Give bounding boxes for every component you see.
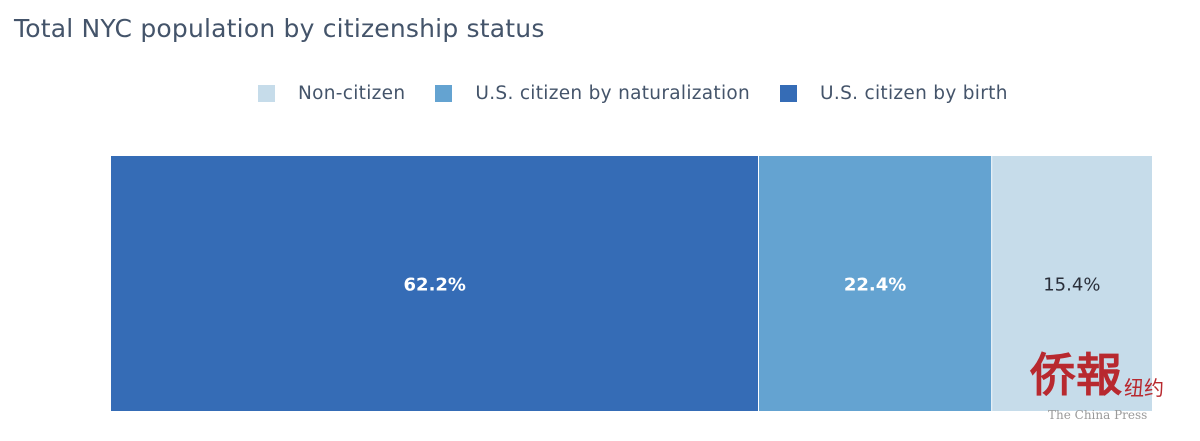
- data-label-non-citizen: 15.4%: [1043, 275, 1100, 296]
- bar-segment-non-citizen[interactable]: [991, 156, 1152, 411]
- chart-legend: Non-citizen U.S. citizen by naturalizati…: [258, 80, 1038, 106]
- watermark-chinese-subtitle: 纽约: [1124, 376, 1164, 400]
- legend-swatch-non-citizen: [258, 84, 275, 102]
- legend-item-non-citizen[interactable]: Non-citizen: [258, 83, 405, 104]
- chart-title: Total NYC population by citizenship stat…: [14, 14, 545, 43]
- legend-item-naturalization[interactable]: U.S. citizen by naturalization: [435, 83, 750, 104]
- legend-label-non-citizen: Non-citizen: [298, 82, 406, 104]
- legend-swatch-naturalization: [435, 84, 453, 102]
- legend-label-by-birth: U.S. citizen by birth: [820, 82, 1008, 104]
- data-label-u-s-citizen-by-naturalization: 22.4%: [844, 275, 906, 296]
- legend-item-by-birth[interactable]: U.S. citizen by birth: [780, 83, 1008, 104]
- bar-segment-u-s-citizen-by-birth[interactable]: [111, 156, 759, 411]
- watermark-chinese-title: 侨報: [1030, 348, 1122, 402]
- china-press-logo: 侨報 纽约 The China Press: [1030, 352, 1180, 432]
- watermark-english: The China Press: [1048, 408, 1148, 422]
- legend-label-naturalization: U.S. citizen by naturalization: [475, 82, 751, 104]
- data-label-u-s-citizen-by-birth: 62.2%: [404, 275, 466, 296]
- bar-segment-u-s-citizen-by-naturalization[interactable]: [758, 156, 992, 411]
- legend-swatch-by-birth: [780, 84, 798, 102]
